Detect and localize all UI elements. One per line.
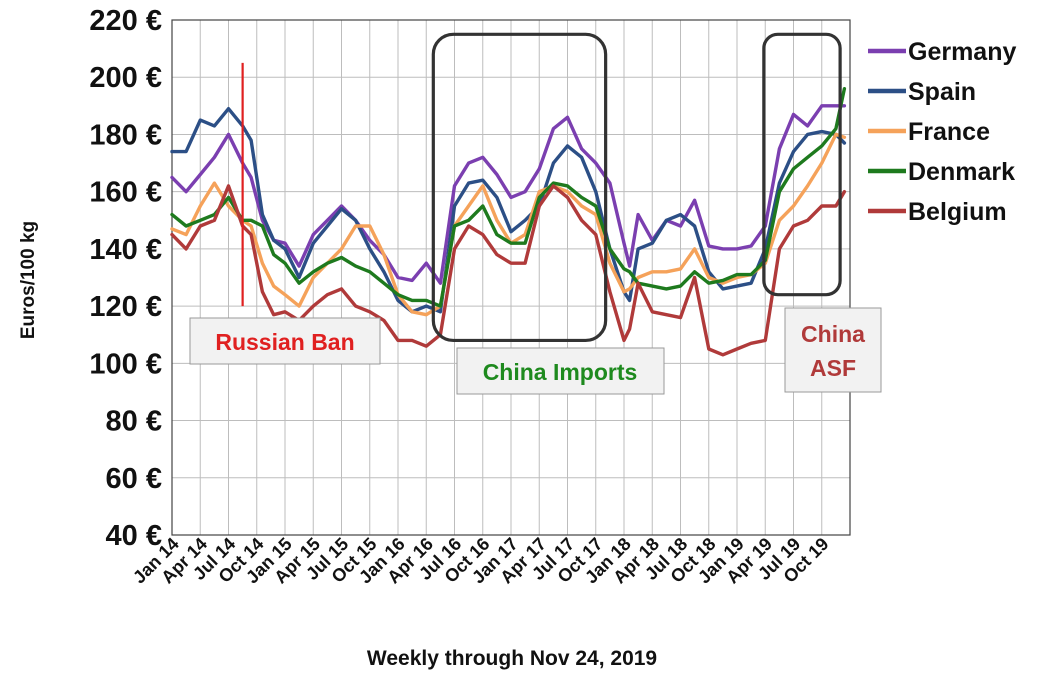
y-tick-label: 220 €: [89, 5, 162, 37]
y-axis-label: Euros/100 kg: [18, 221, 39, 339]
x-axis-label: Weekly through Nov 24, 2019: [367, 647, 657, 670]
legend-label: Germany: [908, 38, 1016, 66]
plot-frame: [171, 19, 851, 536]
grid: [171, 19, 851, 536]
y-tick-label: 100 €: [89, 348, 162, 380]
china-imports-label-box: [456, 347, 665, 395]
y-tick-label: 80 €: [106, 406, 162, 438]
china-asf-label-box: [784, 307, 882, 393]
legend-label: Belgium: [908, 198, 1007, 226]
series-line-denmark: [170, 87, 847, 308]
legend: Germany Spain France Denmark Belgium: [868, 38, 1016, 226]
russian-ban-label: Russian Ban: [215, 329, 354, 355]
y-tick-label: 180 €: [89, 119, 162, 151]
legend-label: Denmark: [908, 158, 1015, 186]
legend-label: Spain: [908, 78, 976, 106]
legend-label: France: [908, 118, 990, 146]
y-tick-label: 120 €: [89, 291, 162, 323]
series-line-belgium: [170, 184, 847, 357]
y-tick-label: 200 €: [89, 62, 162, 94]
y-tick-label: 40 €: [106, 520, 162, 552]
china-asf-label: China ASF: [801, 321, 865, 381]
y-axis-ticks: 40 € 60 € 80 € 100 € 120 € 140 € 160 € 180 € 200…: [89, 5, 162, 552]
series-lines: [170, 87, 847, 357]
y-tick-label: 60 €: [106, 463, 162, 495]
china-imports-label: China Imports: [483, 359, 638, 385]
annotations: Russian Ban China Imports China ASF: [189, 32, 882, 395]
series-line-spain: [170, 107, 847, 314]
y-tick-label: 140 €: [89, 234, 162, 266]
series-line-germany: [170, 104, 847, 285]
russian-ban-label-box: [189, 317, 381, 365]
china-asf-box: [762, 32, 842, 297]
y-tick-label: 160 €: [89, 177, 162, 209]
china-imports-box: [431, 32, 608, 343]
